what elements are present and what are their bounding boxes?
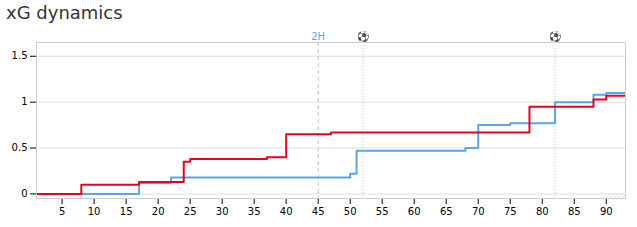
svg-text:⚽: ⚽	[356, 30, 369, 43]
svg-text:40: 40	[280, 206, 293, 217]
svg-text:1: 1	[21, 96, 27, 107]
html-text:xG dynamics: xG dynamics	[6, 2, 123, 23]
svg-text:5: 5	[59, 206, 65, 217]
svg-text:80: 80	[536, 206, 549, 217]
svg-text:0: 0	[21, 188, 27, 199]
svg-text:85: 85	[568, 206, 581, 217]
svg-text:70: 70	[472, 206, 485, 217]
svg-text:⚽: ⚽	[548, 30, 561, 43]
svg-text:20: 20	[152, 206, 165, 217]
svg-text:1.5: 1.5	[12, 50, 28, 61]
svg-text:25: 25	[184, 206, 197, 217]
svg-text:2H: 2H	[311, 31, 325, 42]
svg-text:30: 30	[216, 206, 229, 217]
svg-text:45: 45	[312, 206, 325, 217]
svg-text:65: 65	[440, 206, 453, 217]
svg-text:75: 75	[504, 206, 517, 217]
svg-text:35: 35	[248, 206, 261, 217]
svg-text:0.5: 0.5	[12, 142, 28, 153]
svg-text:50: 50	[344, 206, 357, 217]
svg-text:55: 55	[376, 206, 389, 217]
svg-text:60: 60	[408, 206, 421, 217]
svg-text:15: 15	[120, 206, 133, 217]
svg-text:90: 90	[600, 206, 613, 217]
svg-text:10: 10	[88, 206, 101, 217]
